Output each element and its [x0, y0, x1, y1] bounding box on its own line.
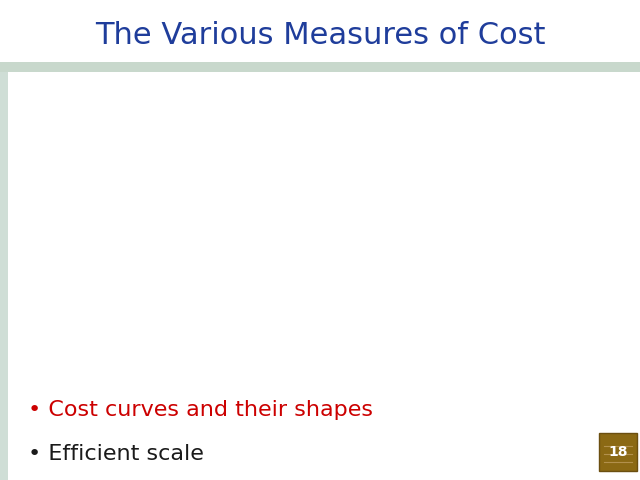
FancyBboxPatch shape — [0, 62, 640, 72]
Text: • Cost curves and their shapes: • Cost curves and their shapes — [28, 400, 373, 420]
Text: The Various Measures of Cost: The Various Measures of Cost — [95, 21, 545, 49]
FancyBboxPatch shape — [0, 72, 8, 480]
Text: • Efficient scale: • Efficient scale — [28, 444, 204, 464]
Text: 18: 18 — [608, 445, 628, 459]
FancyBboxPatch shape — [599, 433, 637, 471]
